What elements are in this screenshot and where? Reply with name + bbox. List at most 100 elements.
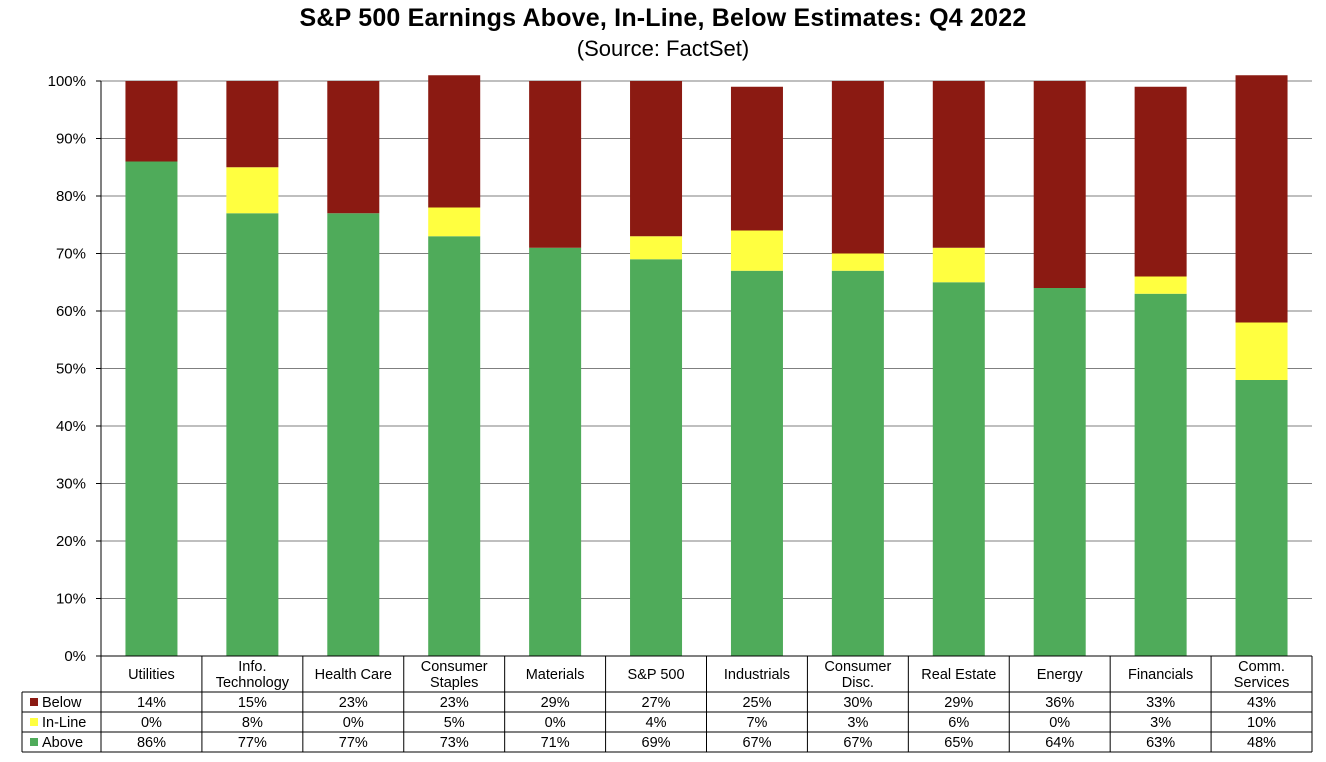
bar-above-9	[1033, 288, 1086, 656]
data-label: 36%	[1045, 695, 1074, 711]
data-label: 43%	[1247, 695, 1276, 711]
y-tick-label: 60%	[56, 303, 86, 320]
bar-below-1	[226, 81, 279, 168]
legend-key-above	[30, 738, 38, 746]
data-label: 7%	[746, 715, 767, 731]
legend-key-below	[30, 698, 38, 706]
category-label: Materials	[526, 667, 585, 683]
bar-in-line-10	[1134, 276, 1187, 294]
bar-below-2	[327, 81, 380, 214]
data-label: 5%	[444, 715, 465, 731]
bar-in-line-6	[730, 230, 783, 271]
category-label: Disc.	[842, 675, 874, 691]
chart-subtitle: (Source: FactSet)	[576, 36, 750, 61]
category-label: S&P 500	[628, 667, 685, 683]
data-label: 14%	[137, 695, 166, 711]
data-label: 8%	[242, 715, 263, 731]
data-label: 23%	[440, 695, 469, 711]
data-label: 77%	[339, 735, 368, 751]
category-label: Financials	[1128, 667, 1193, 683]
bar-below-5	[630, 81, 683, 237]
data-label: 33%	[1146, 695, 1175, 711]
y-tick-label: 80%	[56, 188, 86, 205]
y-tick-label: 20%	[56, 533, 86, 550]
category-label: Technology	[216, 675, 290, 691]
y-tick-label: 50%	[56, 361, 86, 378]
legend-label-below: Below	[42, 695, 82, 711]
data-label: 69%	[642, 735, 671, 751]
bar-in-line-5	[630, 236, 683, 260]
bar-in-line-11	[1235, 322, 1288, 380]
data-label: 3%	[1150, 715, 1171, 731]
data-label: 29%	[541, 695, 570, 711]
bar-in-line-8	[932, 247, 985, 283]
data-label: 3%	[847, 715, 868, 731]
bar-above-8	[932, 282, 985, 656]
category-label: Info.	[238, 659, 266, 675]
data-label: 15%	[238, 695, 267, 711]
y-tick-label: 100%	[48, 73, 86, 90]
category-label: Comm.	[1238, 659, 1285, 675]
y-tick-label: 70%	[56, 246, 86, 263]
data-label: 30%	[843, 695, 872, 711]
bar-below-11	[1235, 75, 1288, 323]
legend-label-above: Above	[42, 735, 83, 751]
category-label: Health Care	[315, 667, 392, 683]
bar-above-0	[125, 161, 178, 656]
bar-below-9	[1033, 81, 1086, 288]
data-label: 29%	[944, 695, 973, 711]
data-label: 0%	[141, 715, 162, 731]
bar-above-10	[1134, 293, 1187, 656]
bar-below-7	[831, 81, 884, 254]
chart-title: S&P 500 Earnings Above, In-Line, Below E…	[299, 4, 1027, 32]
legend-label-in-line: In-Line	[42, 715, 86, 731]
bar-above-5	[630, 259, 683, 656]
data-label: 67%	[742, 735, 771, 751]
data-label: 4%	[646, 715, 667, 731]
data-label: 23%	[339, 695, 368, 711]
data-label: 77%	[238, 735, 267, 751]
data-label: 67%	[843, 735, 872, 751]
data-label: 63%	[1146, 735, 1175, 751]
data-label: 86%	[137, 735, 166, 751]
category-label: Staples	[430, 675, 478, 691]
bar-above-1	[226, 213, 279, 656]
category-label: Consumer	[824, 659, 891, 675]
bar-below-6	[730, 86, 783, 231]
y-tick-label: 90%	[56, 131, 86, 148]
bar-above-11	[1235, 380, 1288, 656]
category-label: Consumer	[421, 659, 488, 675]
data-label: 25%	[742, 695, 771, 711]
bar-below-10	[1134, 86, 1187, 277]
data-label: 10%	[1247, 715, 1276, 731]
bar-below-8	[932, 81, 985, 248]
bar-above-4	[529, 247, 582, 656]
bar-above-2	[327, 213, 380, 656]
data-label: 65%	[944, 735, 973, 751]
data-label: 48%	[1247, 735, 1276, 751]
data-label: 64%	[1045, 735, 1074, 751]
data-label: 0%	[343, 715, 364, 731]
bar-above-3	[428, 236, 481, 656]
bar-above-7	[831, 270, 884, 656]
y-tick-label: 0%	[64, 648, 86, 665]
data-label: 0%	[545, 715, 566, 731]
data-label: 6%	[948, 715, 969, 731]
y-tick-label: 40%	[56, 418, 86, 435]
category-label: Industrials	[724, 667, 790, 683]
bar-above-6	[730, 270, 783, 656]
y-tick-label: 10%	[56, 591, 86, 608]
category-label: Real Estate	[921, 667, 996, 683]
data-label: 71%	[541, 735, 570, 751]
data-label: 0%	[1049, 715, 1070, 731]
bar-below-0	[125, 81, 178, 162]
bar-in-line-7	[831, 253, 884, 271]
data-label: 27%	[642, 695, 671, 711]
y-tick-label: 30%	[56, 476, 86, 493]
data-label: 73%	[440, 735, 469, 751]
category-label: Utilities	[128, 667, 175, 683]
category-label: Energy	[1037, 667, 1084, 683]
bar-in-line-1	[226, 167, 279, 214]
bar-below-4	[529, 81, 582, 248]
